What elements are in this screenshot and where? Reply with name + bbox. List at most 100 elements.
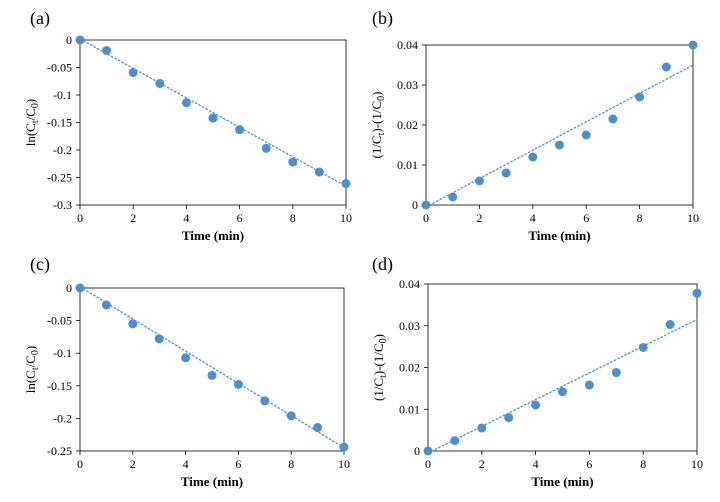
plot-frame: [427, 283, 698, 452]
chart-panel-a: (a) 0 2 4 6 8 10 0 -0.05 -0.1 -0.15 -0.2 -0.25 -0.3 Ti…: [23, 8, 352, 243]
x-tick-label: 2: [479, 457, 485, 471]
y-tick-label: 0.01: [397, 158, 418, 172]
data-point: [101, 300, 111, 310]
data-point: [75, 35, 85, 45]
data-point: [584, 380, 594, 390]
y-tick-label: 0.04: [399, 277, 420, 291]
y-tick-label: -0.2: [53, 143, 72, 157]
data-point: [581, 130, 591, 140]
data-point: [635, 92, 645, 102]
trendline: [79, 286, 345, 449]
x-tick-label: 8: [288, 457, 294, 471]
data-point: [608, 114, 618, 124]
data-point: [661, 62, 671, 72]
x-tick-label: 2: [130, 457, 136, 471]
y-tick-label: -0.15: [47, 379, 72, 393]
data-point: [261, 143, 271, 153]
x-tick-label: 4: [533, 457, 539, 471]
panel-label: (d): [372, 254, 393, 275]
data-point: [421, 200, 431, 210]
chart-panel-d: (d) 0 2 4 6 8 10 0 0.01 0.02 0.03 0.04 Time (min) (1/…: [371, 254, 703, 489]
y-tick-label: 0.01: [399, 402, 420, 416]
data-point: [102, 45, 112, 55]
data-point: [154, 334, 164, 344]
x-tick-label: 6: [586, 457, 592, 471]
y-tick-label: 0.02: [399, 361, 420, 375]
panel-label: (a): [30, 8, 50, 29]
data-point: [611, 368, 621, 378]
x-tick-label: 0: [423, 211, 429, 225]
trendline: [79, 38, 347, 187]
x-tick-label: 8: [640, 457, 646, 471]
x-axis-title: Time (min): [531, 474, 593, 489]
y-axis-title: (1/Ct​)-(1/C0​): [371, 334, 389, 401]
y-tick-label: -0.05: [47, 61, 72, 75]
data-point: [341, 179, 351, 189]
data-point: [555, 140, 564, 150]
x-tick-label: 2: [130, 211, 136, 225]
trendline: [427, 318, 698, 454]
y-tick-label: 0: [412, 198, 418, 212]
y-tick-label: -0.15: [47, 116, 72, 130]
data-point: [260, 396, 270, 406]
x-tick-label: 0: [77, 211, 83, 225]
y-axis-title: ln(Ct​/C0​): [23, 99, 41, 147]
data-point: [448, 192, 458, 202]
chart-panel-c: (c) 0 2 4 6 8 10 0 -0.05 -0.1 -0.15 -0.2 -0.25 Time (…: [23, 254, 350, 489]
plot-frame: [425, 44, 694, 206]
data-point: [692, 288, 702, 298]
y-tick-label: 0.03: [397, 78, 418, 92]
y-tick-label: -0.25: [47, 444, 72, 458]
trendline: [425, 64, 694, 208]
x-tick-label: 2: [476, 211, 482, 225]
data-point: [638, 342, 648, 352]
plot-frame: [79, 287, 345, 452]
panel-label: (c): [30, 254, 50, 275]
chart-panel-b: (b) 0 2 4 6 8 10 0 0.01 0.02 0.03 0.04 Time (min) (1/…: [369, 8, 699, 243]
x-tick-label: 4: [183, 211, 189, 225]
data-point: [155, 78, 165, 88]
y-tick-label: 0: [414, 444, 420, 458]
y-tick-label: -0.1: [53, 88, 72, 102]
data-point: [207, 370, 217, 380]
y-tick-label: -0.05: [47, 314, 72, 328]
data-point: [181, 353, 191, 363]
data-point: [665, 319, 675, 329]
x-tick-label: 10: [338, 457, 350, 471]
x-tick-label: 8: [637, 211, 643, 225]
y-tick-label: 0: [66, 281, 72, 295]
y-tick-label: 0.02: [397, 118, 418, 132]
data-point: [688, 40, 698, 50]
x-tick-label: 4: [183, 457, 189, 471]
data-point: [531, 400, 541, 410]
y-tick-label: -0.25: [47, 171, 72, 185]
data-point: [423, 446, 433, 456]
x-tick-label: 10: [340, 211, 352, 225]
data-point: [313, 423, 323, 433]
data-point: [208, 113, 218, 123]
data-point: [474, 176, 484, 186]
x-axis-title: Time (min): [181, 474, 243, 489]
panel-label: (b): [372, 8, 393, 29]
y-tick-label: -0.1: [53, 346, 72, 360]
data-point: [181, 98, 191, 108]
data-point: [477, 423, 487, 433]
x-tick-label: 6: [235, 457, 241, 471]
y-tick-label: 0.03: [399, 319, 420, 333]
x-tick-label: 0: [425, 457, 431, 471]
data-point: [501, 168, 511, 178]
data-point: [450, 436, 460, 446]
data-point: [75, 283, 85, 293]
x-tick-label: 0: [77, 457, 83, 471]
x-axis-title: Time (min): [528, 228, 590, 243]
x-tick-label: 10: [687, 211, 699, 225]
x-tick-label: 10: [691, 457, 703, 471]
data-point: [235, 125, 245, 135]
data-point: [339, 442, 349, 452]
y-tick-label: 0: [66, 33, 72, 47]
data-point: [528, 152, 538, 162]
data-point: [128, 67, 138, 77]
y-tick-label: -0.3: [53, 198, 72, 212]
x-tick-label: 6: [583, 211, 589, 225]
